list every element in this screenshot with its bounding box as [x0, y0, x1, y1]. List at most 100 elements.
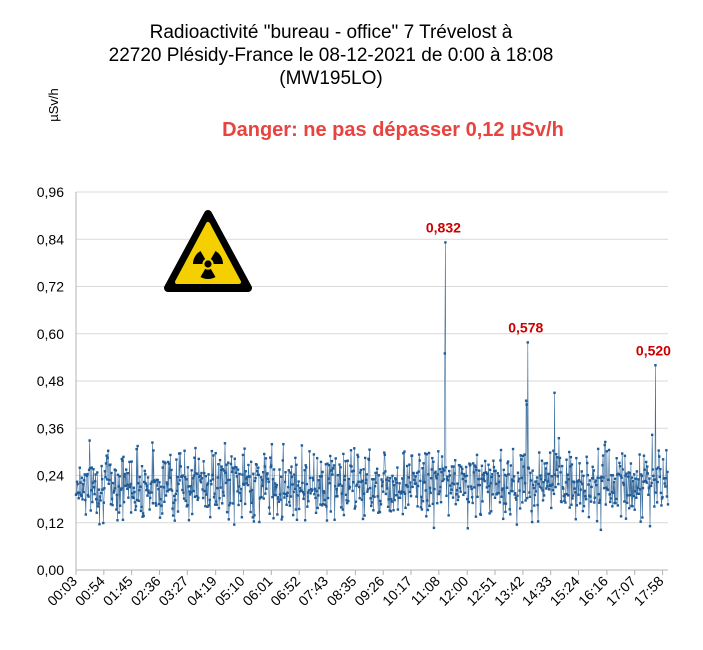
data-point [171, 514, 175, 517]
data-point [415, 471, 419, 475]
data-point [160, 504, 163, 507]
data-point [643, 468, 646, 471]
data-point [129, 511, 133, 514]
data-point [384, 492, 388, 496]
data-point [251, 488, 254, 492]
data-point [491, 493, 495, 496]
data-point [660, 504, 663, 507]
data-point [117, 485, 120, 488]
data-point [580, 480, 583, 484]
data-point [541, 489, 544, 492]
data-point [538, 485, 541, 488]
data-point [414, 482, 418, 485]
data-point [649, 484, 653, 487]
data-point [149, 482, 152, 485]
data-point [282, 442, 285, 446]
data-point [478, 483, 481, 487]
data-point [369, 497, 372, 500]
data-point [201, 488, 204, 491]
data-point [313, 487, 317, 491]
data-point [610, 490, 614, 494]
data-point [635, 470, 639, 473]
data-point [193, 495, 197, 499]
data-point [521, 454, 525, 458]
data-point [564, 501, 567, 504]
data-point [381, 480, 384, 483]
data-point [240, 487, 243, 491]
data-point [117, 511, 121, 514]
data-point [122, 455, 125, 459]
data-point [665, 495, 669, 498]
y-tick-label: 0,60 [37, 326, 64, 342]
data-point [81, 483, 85, 486]
data-point [596, 476, 599, 479]
data-point [521, 501, 524, 504]
data-point [235, 466, 238, 469]
data-point [105, 454, 108, 457]
data-point [470, 487, 473, 491]
data-point [135, 498, 139, 502]
data-point [244, 470, 247, 473]
data-point [275, 485, 278, 489]
data-point [114, 487, 117, 490]
data-point [623, 500, 626, 503]
data-point [156, 478, 160, 482]
data-point [220, 465, 223, 468]
data-point [557, 436, 561, 440]
data-point [558, 465, 561, 468]
data-point [290, 465, 293, 468]
data-point [237, 485, 241, 488]
data-point [395, 494, 398, 497]
data-point [527, 467, 531, 470]
data-point [613, 477, 617, 480]
data-point [147, 491, 151, 495]
data-point [502, 468, 505, 472]
data-point [402, 490, 406, 494]
data-point [218, 458, 222, 462]
data-point [313, 493, 316, 496]
data-point [172, 501, 175, 504]
data-point [634, 477, 638, 480]
data-point [586, 473, 589, 477]
data-point [533, 504, 536, 507]
data-point [303, 469, 306, 472]
data-point [291, 483, 294, 486]
data-point [408, 463, 411, 466]
data-point [355, 483, 359, 486]
data-point [260, 478, 264, 482]
data-point [102, 501, 106, 504]
data-point [472, 471, 475, 474]
data-point [335, 487, 339, 491]
data-point [409, 494, 413, 498]
data-point [228, 503, 231, 507]
data-point [399, 492, 403, 495]
data-point [145, 488, 148, 492]
data-point [466, 527, 469, 530]
data-point [534, 490, 538, 493]
data-point [392, 509, 395, 512]
data-point [476, 495, 479, 499]
data-point [253, 479, 257, 483]
data-point [529, 471, 532, 475]
data-point [437, 492, 441, 496]
data-point [213, 492, 216, 495]
x-tick-label: 03:27 [155, 573, 191, 609]
data-point [265, 487, 268, 490]
data-point [288, 504, 292, 507]
data-point [81, 498, 84, 501]
data-point [90, 466, 94, 469]
data-point [252, 472, 255, 475]
data-point [569, 465, 572, 468]
data-point [96, 505, 100, 508]
data-point [286, 491, 289, 494]
data-point [581, 509, 585, 513]
data-point [248, 475, 251, 478]
data-point [350, 465, 353, 468]
data-point [539, 477, 543, 481]
data-point [112, 491, 115, 494]
data-point [300, 489, 303, 492]
data-point [305, 466, 308, 469]
data-point [595, 519, 599, 523]
data-point [170, 489, 174, 492]
